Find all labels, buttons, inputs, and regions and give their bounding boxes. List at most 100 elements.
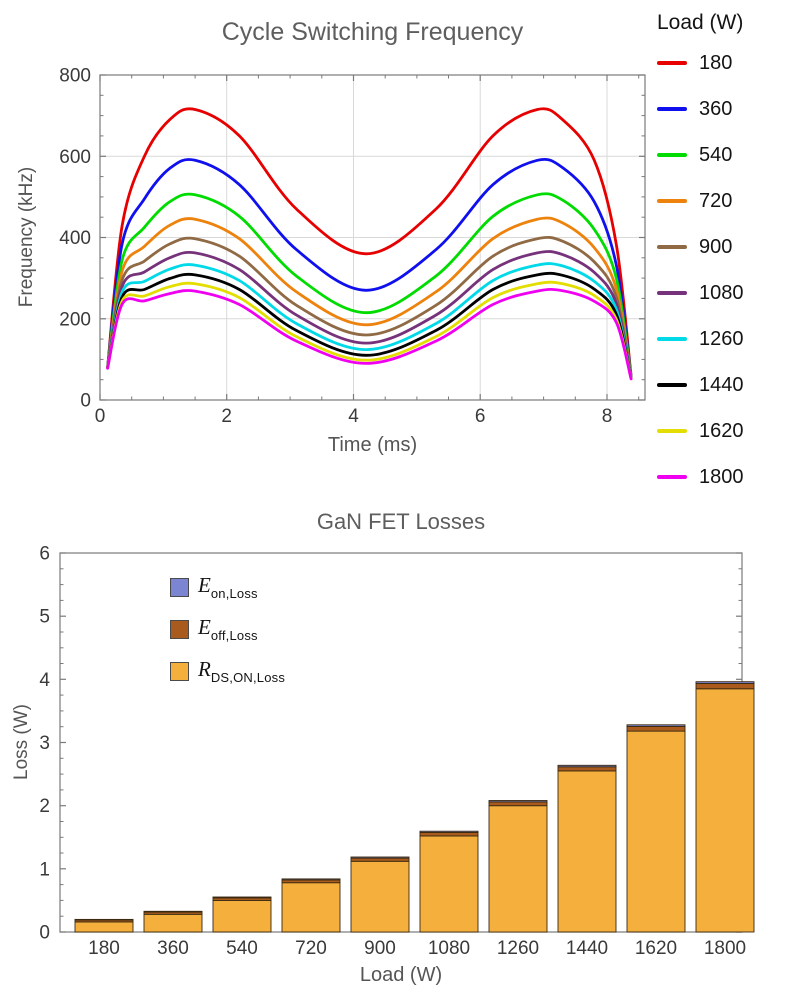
losses-chart-title: GaN FET Losses [316, 509, 486, 534]
bar-720-segment-R_DS,ON,Loss [281, 882, 341, 933]
frequency-legend: Load (W) 180 360 540 720 900 1080 1260 1440 1620… [657, 6, 797, 500]
losses-x-axis-label: Load (W) [359, 964, 443, 986]
svg-text:800: 800 [59, 66, 91, 87]
bar-1260-segment-E_off,Loss [488, 801, 548, 807]
legend-item-1440: 1440 [657, 362, 797, 408]
bar-1620-segment-R_DS,ON,Loss [626, 730, 686, 933]
losses-legend: Eon,Loss Eoff,Loss RDS,ON,Loss [170, 566, 285, 692]
legend-line-swatch [657, 291, 687, 295]
legend-line-swatch [657, 199, 687, 203]
svg-text:2: 2 [39, 796, 50, 817]
bar-1080-segment-E_off,Loss [419, 832, 479, 837]
frequency-curves [106, 107, 633, 381]
bar-1620-segment-E_off,Loss [626, 725, 686, 732]
legend-item-180: 180 [657, 40, 797, 86]
bar-360-segment-R_DS,ON,Loss [143, 913, 203, 933]
svg-text:8: 8 [602, 406, 613, 427]
svg-text:600: 600 [59, 147, 91, 168]
curve-360 [106, 157, 633, 378]
legend-swatch [170, 619, 189, 639]
legend-item-1080: 1080 [657, 270, 797, 316]
curve-900 [106, 235, 633, 380]
svg-text:180: 180 [88, 938, 120, 959]
svg-text:6: 6 [475, 406, 486, 427]
legend-label: 540 [699, 143, 733, 166]
svg-text:540: 540 [226, 938, 258, 959]
legend-item-360: 360 [657, 86, 797, 132]
svg-text:400: 400 [59, 228, 91, 249]
bar-1620-segment-E_on,Loss [626, 724, 686, 727]
svg-text:360: 360 [157, 938, 189, 959]
gridlines [100, 75, 645, 400]
bar-1800-segment-R_DS,ON,Loss [695, 688, 755, 933]
svg-text:0: 0 [95, 406, 106, 427]
bar-1800-segment-E_off,Loss [695, 682, 755, 690]
curve-1260 [106, 262, 633, 380]
legend-line-swatch [657, 383, 687, 387]
legend-label: 1080 [699, 281, 744, 304]
curve-540 [106, 192, 633, 379]
curve-720 [106, 216, 633, 379]
bar-1800-segment-E_on,Loss [695, 681, 755, 684]
bar-1440-segment-E_off,Loss [557, 766, 617, 772]
svg-text:0: 0 [80, 391, 91, 412]
legend-line-swatch [657, 337, 687, 341]
tick-labels: 0 2 4 6 8 0 200 400 600 800 [59, 66, 612, 428]
legend-label: 180 [699, 51, 733, 74]
bar-720-segment-E_on,Loss [281, 878, 341, 881]
bar-1440-segment-E_on,Loss [557, 764, 617, 768]
svg-text:3: 3 [39, 733, 50, 754]
legend-line-swatch [657, 107, 687, 111]
curve-1620 [106, 280, 633, 380]
legend-line-swatch [657, 245, 687, 249]
frequency-legend-items: 180 360 540 720 900 1080 1260 1440 1620 1800 [657, 40, 797, 500]
legend-label: 1800 [699, 465, 744, 488]
bar-1260-segment-R_DS,ON,Loss [488, 805, 548, 933]
legend-line-swatch [657, 429, 687, 433]
legend-item-1800: 1800 [657, 454, 797, 500]
legend-line-swatch [657, 475, 687, 479]
legend-item-540: 540 [657, 132, 797, 178]
svg-text:4: 4 [39, 670, 50, 691]
legend-label: 1260 [699, 327, 744, 350]
svg-text:6: 6 [39, 544, 50, 565]
bar-720 [281, 878, 341, 933]
axis-ticks [99, 74, 645, 401]
legend-label: 900 [699, 235, 733, 258]
svg-text:1620: 1620 [635, 938, 677, 959]
curve-1080 [106, 250, 633, 380]
category-labels: 180 360 540 720 900 1080 1260 1440 1620 1800 [88, 938, 746, 959]
bar-1800 [695, 681, 755, 933]
bar-1440-segment-R_DS,ON,Loss [557, 770, 617, 933]
bar-180-segment-E_on,Loss [74, 918, 134, 921]
bar-1260 [488, 800, 548, 933]
svg-text:1440: 1440 [566, 938, 608, 959]
legend-label: 720 [699, 189, 733, 212]
legend-label: 1440 [699, 373, 744, 396]
bar-1080-segment-R_DS,ON,Loss [419, 835, 479, 933]
svg-text:1800: 1800 [704, 938, 746, 959]
svg-text:1260: 1260 [497, 938, 539, 959]
legend-item-1620: 1620 [657, 408, 797, 454]
svg-text:2: 2 [221, 406, 232, 427]
bar-180-segment-R_DS,ON,Loss [74, 921, 134, 933]
legend-item-R_DS,ON,Loss: RDS,ON,Loss [170, 650, 285, 692]
svg-text:720: 720 [295, 938, 327, 959]
legend-item-720: 720 [657, 178, 797, 224]
svg-text:0: 0 [39, 923, 50, 944]
frequency-x-axis-label: Time (ms) [327, 434, 418, 456]
bar-540-segment-R_DS,ON,Loss [212, 899, 272, 933]
bar-1620 [626, 724, 686, 933]
svg-text:1: 1 [39, 859, 50, 880]
frequency-legend-title: Load (W) [657, 11, 744, 34]
loss-bars [74, 681, 755, 933]
legend-swatch [170, 577, 189, 597]
frequency-plot: 0 2 4 6 8 0 200 400 600 800 [59, 66, 646, 428]
bar-540-segment-E_on,Loss [212, 896, 272, 899]
legend-item-E_off,Loss: Eoff,Loss [170, 608, 285, 650]
bar-540 [212, 896, 272, 933]
bar-900 [350, 856, 410, 933]
legend-label: Eon,Loss [198, 573, 258, 601]
frequency-chart-title: Cycle Switching Frequency [221, 18, 524, 46]
